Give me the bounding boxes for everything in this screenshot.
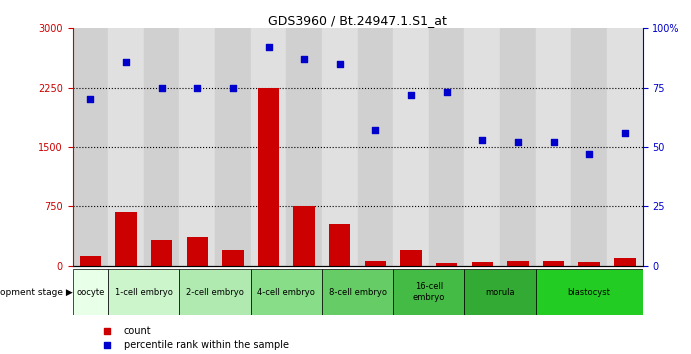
Bar: [358, 28, 393, 266]
Bar: [507, 261, 529, 266]
Bar: [187, 237, 208, 266]
Bar: [393, 269, 464, 315]
Bar: [251, 269, 322, 315]
Bar: [322, 269, 393, 315]
Bar: [329, 224, 350, 266]
Bar: [464, 269, 536, 315]
Bar: [365, 261, 386, 266]
Point: [513, 139, 524, 145]
Text: 1-cell embryo: 1-cell embryo: [115, 287, 173, 297]
Point: [263, 45, 274, 50]
Bar: [79, 256, 101, 266]
Point: [406, 92, 417, 98]
Point: [120, 59, 131, 64]
Point: [477, 137, 488, 143]
Bar: [578, 262, 600, 266]
Bar: [322, 28, 358, 266]
Bar: [108, 269, 180, 315]
Point: [156, 85, 167, 91]
Bar: [607, 28, 643, 266]
Point: [619, 130, 630, 136]
Text: 4-cell embryo: 4-cell embryo: [257, 287, 315, 297]
Bar: [536, 28, 571, 266]
Bar: [144, 28, 180, 266]
Bar: [294, 206, 315, 266]
Bar: [436, 263, 457, 266]
Bar: [543, 261, 565, 266]
Bar: [471, 262, 493, 266]
Bar: [251, 28, 286, 266]
Bar: [151, 240, 172, 266]
Text: blastocyst: blastocyst: [568, 287, 611, 297]
Point: [370, 127, 381, 133]
Point: [191, 85, 202, 91]
Bar: [614, 258, 636, 266]
Bar: [73, 269, 108, 315]
Bar: [180, 28, 215, 266]
Text: development stage ▶: development stage ▶: [0, 287, 73, 297]
Point: [334, 61, 346, 67]
Bar: [393, 28, 429, 266]
Bar: [115, 212, 137, 266]
Bar: [286, 28, 322, 266]
Bar: [215, 28, 251, 266]
Bar: [500, 28, 536, 266]
Point: [441, 90, 452, 95]
Bar: [73, 28, 108, 266]
Text: oocyte: oocyte: [76, 287, 104, 297]
Point: [85, 97, 96, 102]
Text: 16-cell
embryo: 16-cell embryo: [413, 282, 445, 302]
Title: GDS3960 / Bt.24947.1.S1_at: GDS3960 / Bt.24947.1.S1_at: [268, 14, 447, 27]
Bar: [464, 28, 500, 266]
Bar: [571, 28, 607, 266]
Bar: [429, 28, 464, 266]
Text: 8-cell embryo: 8-cell embryo: [329, 287, 386, 297]
Bar: [258, 88, 279, 266]
Text: count: count: [124, 326, 151, 336]
Bar: [108, 28, 144, 266]
Bar: [180, 269, 251, 315]
Point: [548, 139, 559, 145]
Bar: [536, 269, 643, 315]
Point: [227, 85, 238, 91]
Text: morula: morula: [485, 287, 515, 297]
Point: [299, 56, 310, 62]
Text: percentile rank within the sample: percentile rank within the sample: [124, 340, 289, 350]
Point: [101, 342, 112, 348]
Text: 2-cell embryo: 2-cell embryo: [186, 287, 244, 297]
Point: [101, 328, 112, 334]
Point: [584, 151, 595, 157]
Bar: [223, 250, 243, 266]
Bar: [400, 250, 422, 266]
